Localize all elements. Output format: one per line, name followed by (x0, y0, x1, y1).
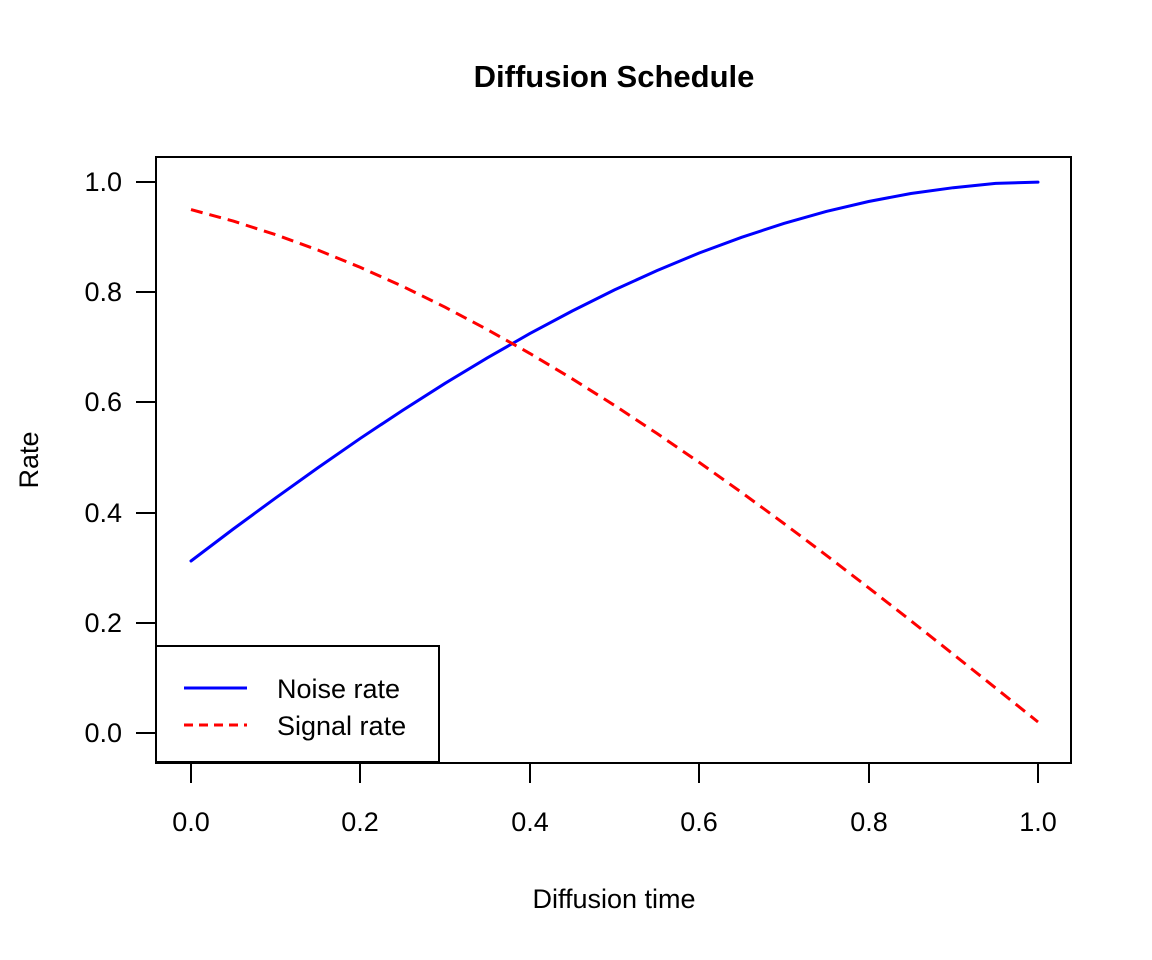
x-axis-ticks (190, 763, 1039, 783)
y-tick-label: 1.0 (84, 167, 122, 197)
x-axis-tick-labels: 0.0 0.2 0.4 0.6 0.8 1.0 (172, 807, 1057, 837)
x-tick-label: 0.6 (680, 807, 718, 837)
plot-box (155, 156, 1072, 764)
x-tick-label: 0.8 (850, 807, 888, 837)
legend-label-signal: Signal rate (277, 711, 406, 741)
legend: Noise rate Signal rate (155, 645, 440, 763)
y-axis-ticks (136, 181, 156, 734)
y-tick-label: 0.4 (84, 498, 122, 528)
y-axis-title: Rate (14, 431, 44, 488)
x-tick-label: 0.4 (511, 807, 549, 837)
y-axis-tick-labels: 0.0 0.2 0.4 0.6 0.8 1.0 (84, 167, 122, 748)
y-tick-label: 0.6 (84, 387, 122, 417)
chart-title: Diffusion Schedule (474, 59, 755, 94)
x-tick-label: 0.2 (341, 807, 379, 837)
y-tick-label: 0.0 (84, 718, 122, 748)
legend-label-noise: Noise rate (277, 674, 400, 704)
signal-rate-line (190, 208, 1039, 724)
x-tick-label: 1.0 (1019, 807, 1057, 837)
x-tick-label: 0.0 (172, 807, 210, 837)
x-axis-title: Diffusion time (532, 884, 695, 914)
y-tick-label: 0.2 (84, 608, 122, 638)
y-tick-label: 0.8 (84, 277, 122, 307)
noise-rate-line (189, 180, 1040, 563)
legend-box (155, 645, 440, 763)
